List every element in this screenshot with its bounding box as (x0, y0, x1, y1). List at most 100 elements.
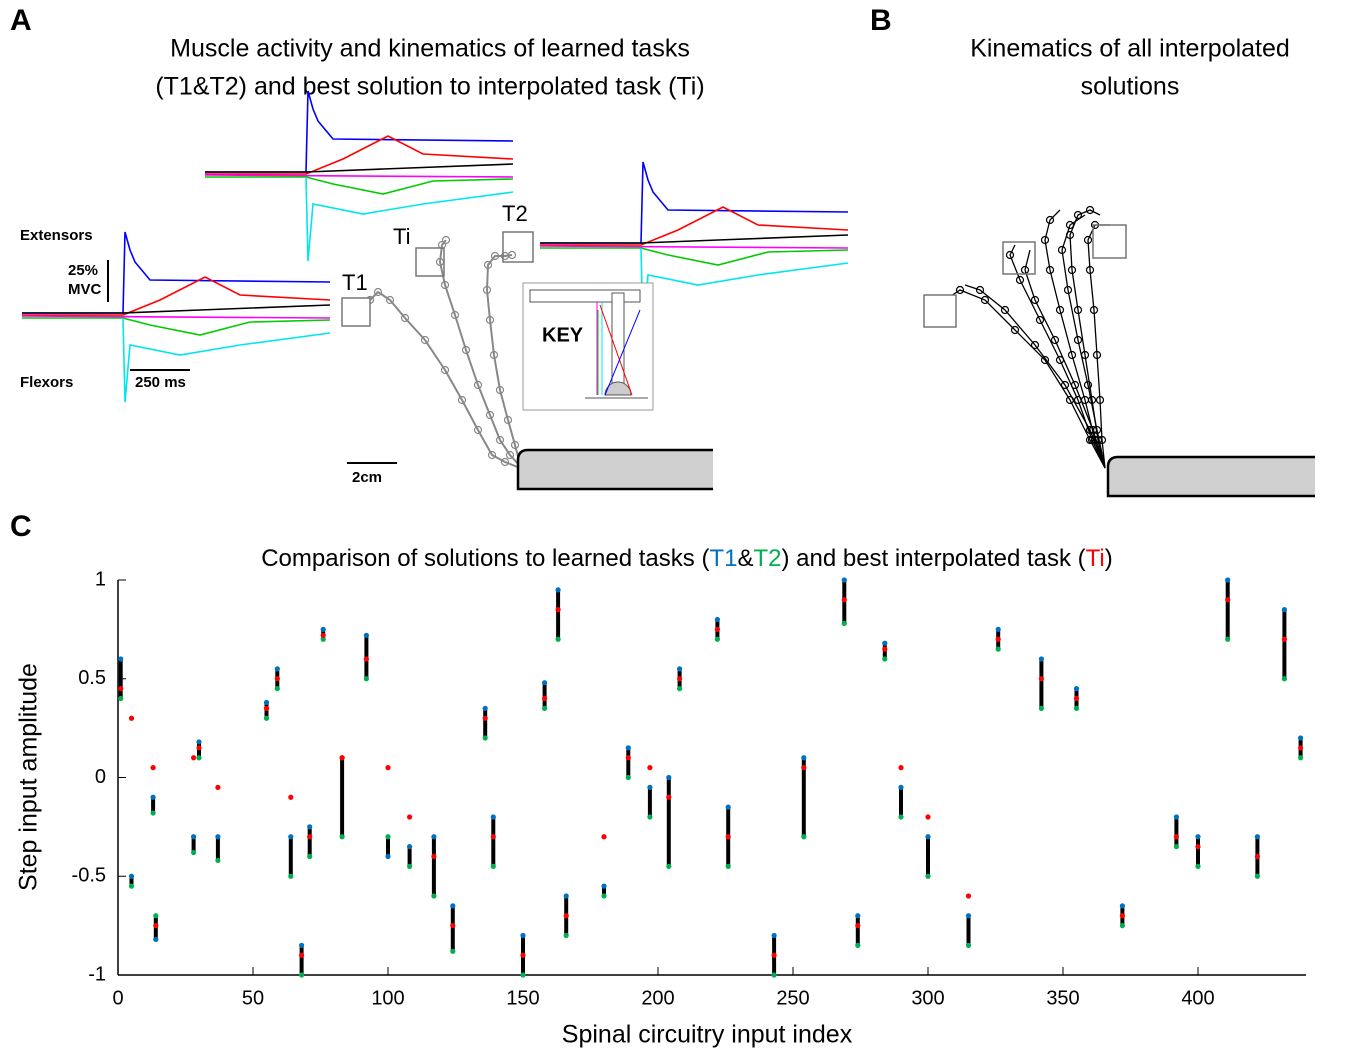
solution-point (150, 765, 156, 771)
solution-point (1173, 834, 1179, 840)
solution-point (288, 794, 294, 800)
solution-point (647, 814, 653, 820)
solution-point (995, 626, 1001, 632)
title-text: & (737, 545, 753, 572)
y-tick-label: 1 (95, 568, 106, 590)
solution-point (1038, 676, 1044, 682)
title-series-name: Ti (1086, 545, 1105, 572)
solution-point (1281, 636, 1287, 642)
solution-point (542, 705, 548, 711)
solution-point (725, 863, 731, 869)
x-tick-label: 250 (776, 987, 809, 1009)
solution-point (288, 873, 294, 879)
solution-point (1073, 705, 1080, 711)
solution-point (647, 784, 653, 790)
solution-point (520, 972, 526, 978)
solution-point (898, 784, 904, 790)
solution-point (450, 903, 456, 909)
solution-point (601, 883, 607, 889)
solution-point (450, 923, 456, 929)
solution-point (725, 804, 731, 810)
emg-label: Extensors (20, 227, 93, 244)
solution-point (1195, 834, 1201, 840)
solution-point (714, 636, 721, 642)
solution-point (771, 932, 777, 939)
solution-point (841, 577, 847, 583)
title-text: ) and best interpolated task ( (781, 545, 1085, 572)
solution-point (274, 676, 280, 682)
panel-title: solutions (1081, 73, 1180, 101)
solution-point (153, 913, 159, 919)
solution-point (1119, 923, 1125, 929)
x-tick-label: 50 (242, 987, 264, 1009)
solution-point (263, 705, 270, 711)
target-label: T1 (342, 270, 368, 295)
solution-point (882, 646, 888, 652)
solution-point (1298, 735, 1304, 741)
solution-point (1281, 676, 1287, 682)
panel-letter: A (10, 4, 32, 37)
y-tick-label: -1 (88, 963, 106, 985)
x-tick-label: 350 (1046, 987, 1079, 1009)
solution-point (490, 814, 496, 820)
solution-point (801, 765, 807, 771)
solution-point (153, 923, 159, 929)
solution-point (128, 883, 135, 889)
solution-point (625, 774, 631, 781)
panel-title: Kinematics of all interpolated (970, 35, 1290, 63)
emg-label: Flexors (20, 374, 73, 391)
solution-point (841, 620, 847, 627)
interpolated-trajectories (944, 205, 1110, 469)
panel-title: Muscle activity and kinematics of learne… (170, 35, 690, 63)
solution-point (855, 913, 861, 919)
solution-point (1119, 913, 1125, 919)
solution-point (191, 755, 197, 761)
plot-area: -1 -0.5 0 0.5 1 0 50 100 150 200 250 300 350 400 (72, 568, 1306, 1009)
platform (1106, 455, 1315, 498)
solution-point (1038, 705, 1044, 711)
solution-point (677, 676, 683, 682)
limb-trajectories (365, 235, 521, 469)
solution-point (555, 636, 561, 642)
x-tick-label: 0 (112, 987, 123, 1009)
solution-point (563, 932, 569, 939)
target-box (502, 231, 534, 263)
x-tick-label: 200 (641, 987, 674, 1009)
solution-point (601, 893, 607, 899)
solution-point (1254, 853, 1260, 860)
solution-point (855, 942, 861, 948)
solution-point (191, 834, 197, 840)
solution-point (925, 873, 931, 879)
scale-label: 25% (68, 262, 98, 279)
title-series-name: T1 (709, 545, 737, 572)
x-tick-label: 300 (911, 987, 944, 1009)
solution-point (150, 810, 156, 816)
solution-point (801, 755, 807, 761)
solution-point (339, 834, 345, 840)
solution-point (555, 587, 561, 593)
solution-point (1254, 834, 1260, 840)
solution-point (882, 656, 888, 662)
solution-point (128, 873, 135, 879)
solution-point (118, 656, 124, 662)
solution-point (1073, 695, 1080, 702)
solution-point (1225, 577, 1231, 583)
solution-point (882, 640, 888, 646)
solution-point (118, 686, 124, 692)
solution-point (771, 972, 777, 978)
target-box (1002, 241, 1036, 275)
solution-point (925, 814, 931, 820)
solution-point (385, 765, 391, 771)
emg-traces (204, 90, 514, 262)
solution-point (1195, 844, 1201, 850)
solution-point (625, 745, 631, 751)
solution-point (320, 626, 326, 632)
solution-point (490, 863, 496, 869)
solution-point (363, 676, 369, 682)
solution-point (274, 666, 280, 672)
solution-point (339, 755, 345, 761)
solution-point (1254, 873, 1260, 879)
solution-point (385, 834, 391, 840)
solution-point (299, 972, 305, 978)
